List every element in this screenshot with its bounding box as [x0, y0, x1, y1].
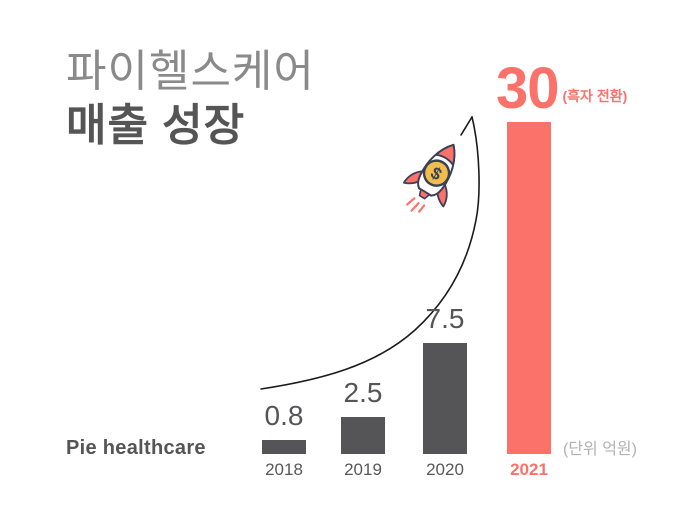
brand-name: Pie healthcare [66, 437, 206, 459]
bar-2019 [341, 417, 385, 454]
axis-label-2020: 2020 [426, 460, 464, 479]
axis-label-2018: 2018 [265, 460, 303, 479]
axis-label-2019: 2019 [344, 460, 382, 479]
bar-value-label: 2.5 [343, 377, 383, 408]
page-title: 파이헬스케어 매출 성장 [66, 50, 315, 148]
rocket-icon: $ [403, 143, 456, 213]
bar-2021 [507, 122, 551, 454]
highlight-number: 30 [496, 56, 560, 121]
bar-2020 [423, 343, 467, 454]
dollar-sign-glyph: $ [427, 163, 445, 184]
title-subject: 매출 성장 [66, 101, 246, 150]
axis-label-2021: 2021 [510, 460, 548, 479]
highlight-note: (흑자 전환) [562, 88, 628, 104]
highlight-2021-value: 30 (흑자 전환) [496, 60, 627, 118]
unit-note: (단위 억원) [563, 441, 637, 458]
bar-2018 [262, 440, 306, 454]
bar-value-label: 0.8 [264, 400, 304, 431]
bar-value-label: 7.5 [425, 303, 465, 334]
title-company: 파이헬스케어 [66, 47, 315, 96]
